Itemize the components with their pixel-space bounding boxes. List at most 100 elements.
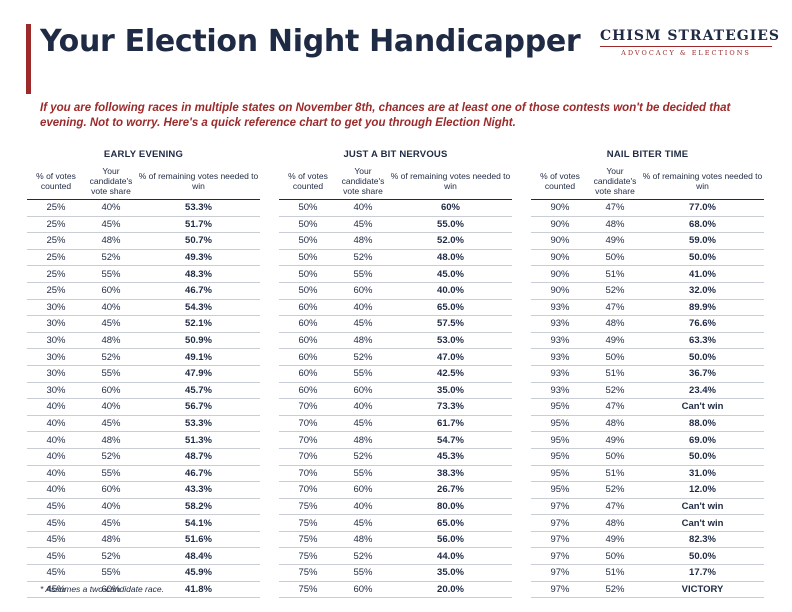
cell-needed-to-win: 76.6% bbox=[689, 318, 716, 330]
cell-needed-to-win: 54.7% bbox=[437, 434, 464, 446]
cell-needed-to-win: 50.9% bbox=[185, 335, 212, 347]
cell-vote-share: 48% bbox=[605, 318, 625, 330]
table-row: 40% 60% 43.3% bbox=[27, 482, 260, 499]
cell-votes-counted: 93% bbox=[550, 301, 570, 313]
cell-vote-share: 55% bbox=[101, 268, 121, 280]
cell-vote-share: 51% bbox=[605, 567, 625, 579]
cell-needed-to-win: 52.1% bbox=[185, 318, 212, 330]
cell-needed-to-win: 53.0% bbox=[437, 335, 464, 347]
table-title: NAIL BITER TIME bbox=[606, 149, 689, 160]
cell-vote-share: 48% bbox=[101, 335, 121, 347]
cell-votes-counted: 90% bbox=[550, 235, 570, 247]
table-row: 45% 60% 41.8% bbox=[27, 582, 260, 599]
table-body: 25% 40% 53.3% 25% 45% 51.7% 25% 48% 50.7% 25% 52% 4… bbox=[27, 200, 260, 599]
cell-vote-share: 40% bbox=[353, 202, 373, 214]
cell-votes-counted: 90% bbox=[550, 202, 570, 214]
cell-needed-to-win: 60% bbox=[440, 202, 460, 214]
cell-needed-to-win: 45.3% bbox=[437, 451, 464, 463]
cell-votes-counted: 75% bbox=[298, 500, 318, 512]
header-counted: % of votes counted bbox=[540, 170, 580, 191]
cell-votes-counted: 90% bbox=[550, 285, 570, 297]
table-row: 97% 50% 50.0% bbox=[531, 548, 764, 566]
cell-votes-counted: 70% bbox=[298, 451, 318, 463]
cell-needed-to-win: 46.7% bbox=[185, 285, 212, 297]
table-early-evening: EARLY EVENING % of votes counted Your ca… bbox=[27, 148, 260, 599]
cell-vote-share: 52% bbox=[101, 550, 121, 562]
cell-needed-to-win: Can't win bbox=[681, 517, 724, 529]
table-row: 97% 51% 17.7% bbox=[531, 565, 764, 582]
cell-vote-share: 45% bbox=[101, 218, 121, 230]
cell-vote-share: 45% bbox=[101, 418, 121, 430]
header-needed: % of remaining votes needed to win bbox=[642, 170, 763, 191]
cell-votes-counted: 25% bbox=[46, 235, 66, 247]
cell-needed-to-win: 35.0% bbox=[437, 567, 464, 579]
cell-vote-share: 49% bbox=[605, 235, 625, 247]
table-row: 30% 45% 52.1% bbox=[27, 316, 260, 333]
table-row: 93% 51% 36.7% bbox=[531, 366, 764, 383]
table-row: 97% 48% Can't win bbox=[531, 515, 764, 532]
cell-vote-share: 47% bbox=[605, 401, 625, 413]
cell-vote-share: 48% bbox=[605, 418, 625, 430]
header-needed: % of remaining votes needed to win bbox=[138, 170, 259, 191]
table-row: 75% 48% 56.0% bbox=[279, 532, 512, 549]
cell-vote-share: 55% bbox=[353, 567, 373, 579]
cell-vote-share: 47% bbox=[605, 500, 625, 512]
cell-needed-to-win: Can't win bbox=[681, 500, 724, 512]
table-body: 50% 40% 60% 50% 45% 55.0% 50% 48% 52.0% 50% 52% 48.… bbox=[279, 200, 512, 599]
cell-needed-to-win: 57.5% bbox=[437, 318, 464, 330]
brand-logo: CHISM STRATEGIES ADVOCACY & ELECTIONS bbox=[600, 28, 779, 57]
table-row: 60% 45% 57.5% bbox=[279, 316, 512, 333]
cell-vote-share: 55% bbox=[353, 368, 373, 380]
table-row: 70% 60% 26.7% bbox=[279, 482, 512, 499]
cell-vote-share: 48% bbox=[353, 434, 373, 446]
cell-vote-share: 55% bbox=[353, 268, 373, 280]
cell-vote-share: 45% bbox=[353, 418, 373, 430]
table-row: 93% 49% 63.3% bbox=[531, 333, 764, 350]
cell-needed-to-win: 51.3% bbox=[185, 434, 212, 446]
cell-vote-share: 47% bbox=[605, 202, 625, 214]
cell-votes-counted: 25% bbox=[46, 202, 66, 214]
table-row: 75% 45% 65.0% bbox=[279, 515, 512, 532]
cell-needed-to-win: 65.0% bbox=[437, 301, 464, 313]
cell-votes-counted: 45% bbox=[46, 500, 66, 512]
cell-votes-counted: 60% bbox=[298, 335, 318, 347]
table-row: 95% 51% 31.0% bbox=[531, 466, 764, 483]
cell-votes-counted: 40% bbox=[46, 434, 66, 446]
table-row: 25% 52% 49.3% bbox=[27, 250, 260, 267]
table-nail-biter-time: NAIL BITER TIME % of votes counted Your … bbox=[531, 148, 764, 599]
cell-needed-to-win: 47.9% bbox=[185, 368, 212, 380]
table-row: 30% 60% 45.7% bbox=[27, 383, 260, 400]
table-row: 60% 48% 53.0% bbox=[279, 333, 512, 350]
cell-needed-to-win: 73.3% bbox=[437, 401, 464, 413]
cell-votes-counted: 40% bbox=[46, 467, 66, 479]
table-row: 60% 40% 65.0% bbox=[279, 300, 512, 317]
table-row: 93% 50% 50.0% bbox=[531, 349, 764, 366]
cell-votes-counted: 93% bbox=[550, 368, 570, 380]
cell-needed-to-win: 58.2% bbox=[185, 500, 212, 512]
table-row: 95% 47% Can't win bbox=[531, 399, 764, 416]
table-row: 95% 50% 50.0% bbox=[531, 449, 764, 466]
cell-needed-to-win: 69.0% bbox=[689, 434, 716, 446]
cell-needed-to-win: 41.8% bbox=[185, 583, 212, 595]
table-row: 75% 52% 44.0% bbox=[279, 548, 512, 566]
cell-vote-share: 40% bbox=[353, 401, 373, 413]
table-row: 25% 45% 51.7% bbox=[27, 217, 260, 234]
cell-votes-counted: 30% bbox=[46, 368, 66, 380]
cell-needed-to-win: 52.0% bbox=[437, 235, 464, 247]
cell-vote-share: 48% bbox=[605, 218, 625, 230]
table-title: EARLY EVENING bbox=[103, 149, 184, 160]
cell-vote-share: 48% bbox=[101, 434, 121, 446]
table-title: JUST A BIT NERVOUS bbox=[343, 149, 448, 160]
cell-needed-to-win: 56.7% bbox=[185, 401, 212, 413]
table-row: 93% 52% 23.4% bbox=[531, 383, 764, 400]
cell-needed-to-win: 48.0% bbox=[437, 252, 464, 264]
cell-needed-to-win: 65.0% bbox=[437, 517, 464, 529]
table-row: 97% 49% 82.3% bbox=[531, 532, 764, 549]
footnote: * Assumes a two-candidate race. bbox=[40, 584, 164, 594]
cell-votes-counted: 75% bbox=[298, 534, 318, 546]
cell-needed-to-win: 31.0% bbox=[689, 467, 716, 479]
cell-vote-share: 60% bbox=[101, 285, 121, 297]
header-share: Your candidate's vote share bbox=[89, 165, 133, 196]
cell-needed-to-win: 50.0% bbox=[689, 252, 716, 264]
cell-vote-share: 52% bbox=[101, 451, 121, 463]
